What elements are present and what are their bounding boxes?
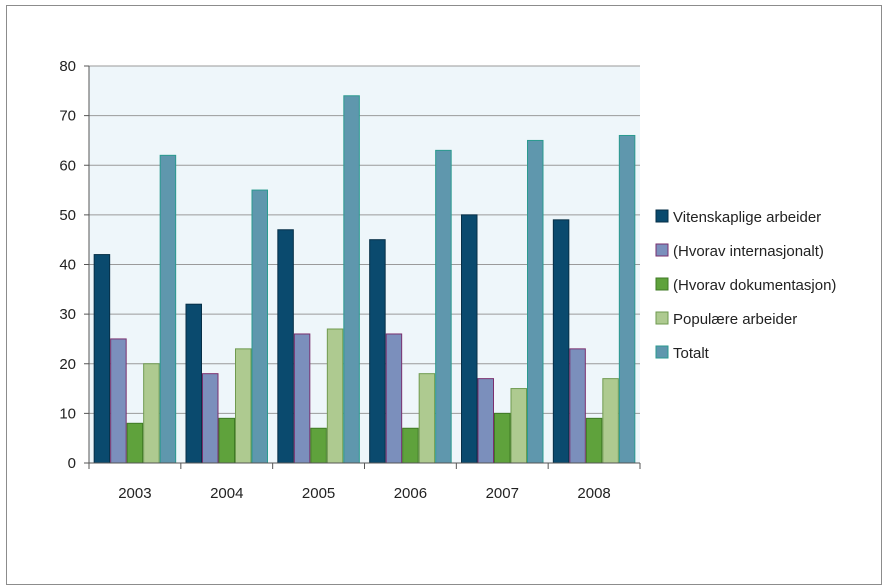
x-tick-label: 2003	[118, 485, 151, 502]
legend-swatch	[655, 345, 669, 359]
y-tick-label: 60	[59, 157, 76, 174]
legend-label: (Hvorav internasjonalt)	[673, 243, 824, 260]
bar-2006-2	[402, 427, 419, 464]
y-axis-ticks: 0 10 20 30 40 50 60 70 80	[59, 58, 89, 472]
y-tick-label: 30	[59, 306, 76, 323]
bar-2006-1	[385, 333, 403, 464]
bar-2008-2	[585, 417, 603, 464]
bar-2006-4	[435, 149, 452, 464]
legend: Vitenskaplige arbeider (Hvorav internasjo…	[655, 209, 836, 362]
gridlines	[89, 65, 640, 414]
y-tick-label: 40	[59, 257, 76, 274]
legend-swatch	[655, 243, 669, 257]
bars	[93, 95, 636, 464]
legend-label: Populære arbeider	[673, 311, 797, 328]
bar-2003-2	[126, 422, 144, 464]
y-tick-label: 80	[59, 58, 76, 75]
bar-2003-3	[143, 363, 160, 464]
x-tick-label: 2006	[394, 485, 427, 502]
bar-2007-3	[510, 388, 527, 464]
bar-2005-4	[343, 95, 360, 464]
bar-2007-1	[477, 378, 494, 464]
bar-2006-3	[418, 373, 436, 464]
bar-2004-3	[235, 348, 252, 464]
legend-label: (Hvorav dokumentasjon)	[673, 277, 836, 294]
y-tick-label: 10	[59, 405, 76, 422]
y-tick-label: 20	[59, 356, 76, 373]
legend-swatch	[655, 277, 669, 291]
bar-2005-1	[293, 333, 311, 464]
x-axis-ticks: 2003 2004 2005 2006 2007 2008	[88, 463, 641, 502]
bar-2007-4	[527, 139, 544, 464]
bar-2008-1	[569, 348, 586, 464]
bar-2003-1	[110, 338, 127, 464]
bar-2005-3	[326, 328, 344, 464]
bar-2004-1	[202, 373, 219, 464]
x-tick-label: 2005	[302, 485, 335, 502]
y-tick-label: 0	[68, 455, 76, 472]
bar-2008-4	[618, 134, 636, 464]
bar-2003-0	[93, 254, 111, 464]
bar-2008-0	[552, 219, 570, 464]
bar-2006-0	[369, 239, 386, 464]
bar-2005-0	[277, 229, 294, 464]
legend-label: Vitenskaplige arbeider	[673, 209, 821, 226]
bar-2003-4	[159, 154, 177, 464]
legend-swatch	[655, 311, 669, 325]
legend-label: Totalt	[673, 345, 710, 362]
bar-2007-0	[461, 214, 478, 464]
legend-swatch	[655, 209, 669, 223]
bar-2004-2	[218, 417, 235, 464]
x-tick-label: 2004	[210, 485, 243, 502]
bar-2008-3	[602, 378, 619, 464]
bar-2007-2	[494, 412, 511, 464]
y-tick-label: 50	[59, 207, 76, 224]
bar-2004-0	[185, 303, 202, 464]
x-tick-label: 2008	[577, 485, 610, 502]
x-tick-label: 2007	[486, 485, 519, 502]
y-tick-label: 70	[59, 108, 76, 125]
bar-2005-2	[310, 427, 327, 464]
bar-2004-4	[251, 189, 268, 464]
